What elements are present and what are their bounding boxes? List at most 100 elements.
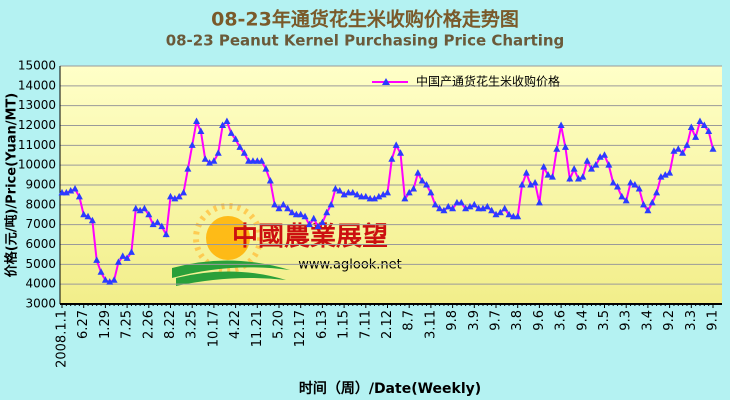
data-point: [327, 200, 335, 208]
x-tick-label: 2008.1.1: [55, 310, 70, 368]
data-point: [336, 186, 344, 194]
y-tick-label: 5000: [25, 257, 56, 271]
data-point: [232, 135, 240, 142]
data-point: [184, 165, 192, 172]
data-point: [384, 188, 391, 196]
logo-url: www.aglook.net: [298, 258, 402, 273]
data-point: [592, 161, 600, 168]
data-point: [353, 190, 361, 198]
data-point: [579, 173, 587, 180]
data-point: [548, 173, 556, 180]
data-point: [175, 192, 183, 200]
data-point: [696, 117, 704, 125]
data-point: [214, 149, 222, 156]
x-tick-label: 2.26: [141, 310, 156, 339]
data-point: [596, 153, 604, 160]
x-tick-label: 3.5: [597, 310, 612, 331]
data-point: [88, 216, 96, 224]
data-point: [201, 155, 209, 162]
data-point: [679, 149, 687, 156]
x-tick-label: 3.4: [640, 310, 655, 331]
data-point: [392, 141, 400, 148]
y-tick-label: 11000: [18, 138, 56, 152]
data-point: [271, 200, 279, 208]
data-point: [492, 210, 500, 218]
data-point: [527, 181, 535, 188]
data-point: [127, 248, 135, 255]
x-tick-label: 6.27: [76, 310, 91, 339]
data-point: [627, 179, 635, 186]
data-point: [275, 204, 283, 212]
data-point: [566, 175, 574, 182]
data-point: [349, 188, 357, 196]
data-point: [162, 230, 170, 238]
data-point: [414, 169, 422, 176]
x-tick-label: 1.15: [337, 310, 352, 339]
y-tick-label: 4000: [25, 277, 56, 291]
data-point: [601, 151, 608, 158]
y-tick-label: 9000: [25, 178, 56, 192]
data-point: [119, 252, 127, 259]
x-tick-label: 8.22: [163, 310, 178, 339]
data-point: [149, 220, 157, 228]
data-point: [614, 182, 622, 190]
data-point: [705, 127, 713, 134]
data-point: [418, 177, 426, 184]
x-axis-title: 时间（周）/Date(Weekly): [299, 380, 481, 397]
data-point: [518, 181, 526, 188]
data-point: [80, 210, 88, 218]
data-point: [423, 181, 431, 188]
y-tick-label: 8000: [25, 197, 56, 211]
x-tick-label: 1.29: [98, 310, 113, 339]
data-point: [449, 204, 457, 212]
data-point: [479, 204, 487, 212]
data-point: [457, 198, 465, 206]
data-point: [514, 212, 522, 220]
y-tick-label: 10000: [18, 158, 56, 172]
data-point: [436, 204, 444, 212]
data-point: [648, 198, 656, 206]
x-tick-label: 3.9: [467, 310, 482, 331]
data-point: [570, 165, 578, 172]
data-point: [687, 123, 695, 130]
data-point: [535, 198, 543, 206]
data-point: [462, 204, 470, 212]
data-point: [674, 145, 682, 152]
legend: 中国产通货花生米收购价格: [372, 74, 560, 89]
x-tick-label: 12.17: [293, 310, 308, 347]
y-tick-label: 12000: [18, 118, 56, 132]
y-tick-label: 13000: [18, 98, 56, 112]
data-point: [305, 220, 313, 228]
x-tick-label: 5.20: [272, 310, 287, 339]
x-tick-label: 9.7: [489, 310, 504, 331]
data-point: [561, 143, 569, 150]
data-point: [62, 188, 70, 196]
data-point: [110, 276, 118, 283]
data-point: [557, 121, 565, 128]
data-point: [158, 222, 166, 230]
data-point: [622, 196, 630, 204]
data-point: [318, 218, 326, 226]
data-point: [75, 192, 83, 200]
data-point: [653, 188, 661, 196]
x-tick-label: 9.1: [706, 310, 721, 331]
data-point: [210, 157, 218, 164]
data-point: [501, 204, 509, 212]
data-point: [522, 169, 530, 176]
data-point: [240, 149, 248, 156]
data-point: [692, 133, 700, 140]
x-tick-label: 6.13: [315, 310, 330, 339]
logo: [172, 203, 290, 286]
data-point: [227, 129, 235, 136]
data-point: [431, 200, 439, 208]
data-point: [288, 208, 296, 216]
data-point: [631, 181, 639, 188]
data-point: [323, 208, 331, 216]
data-point: [284, 204, 292, 212]
data-point: [279, 200, 287, 208]
data-point: [114, 258, 122, 265]
data-point: [145, 210, 153, 218]
data-point: [193, 117, 201, 125]
data-point: [310, 214, 318, 222]
